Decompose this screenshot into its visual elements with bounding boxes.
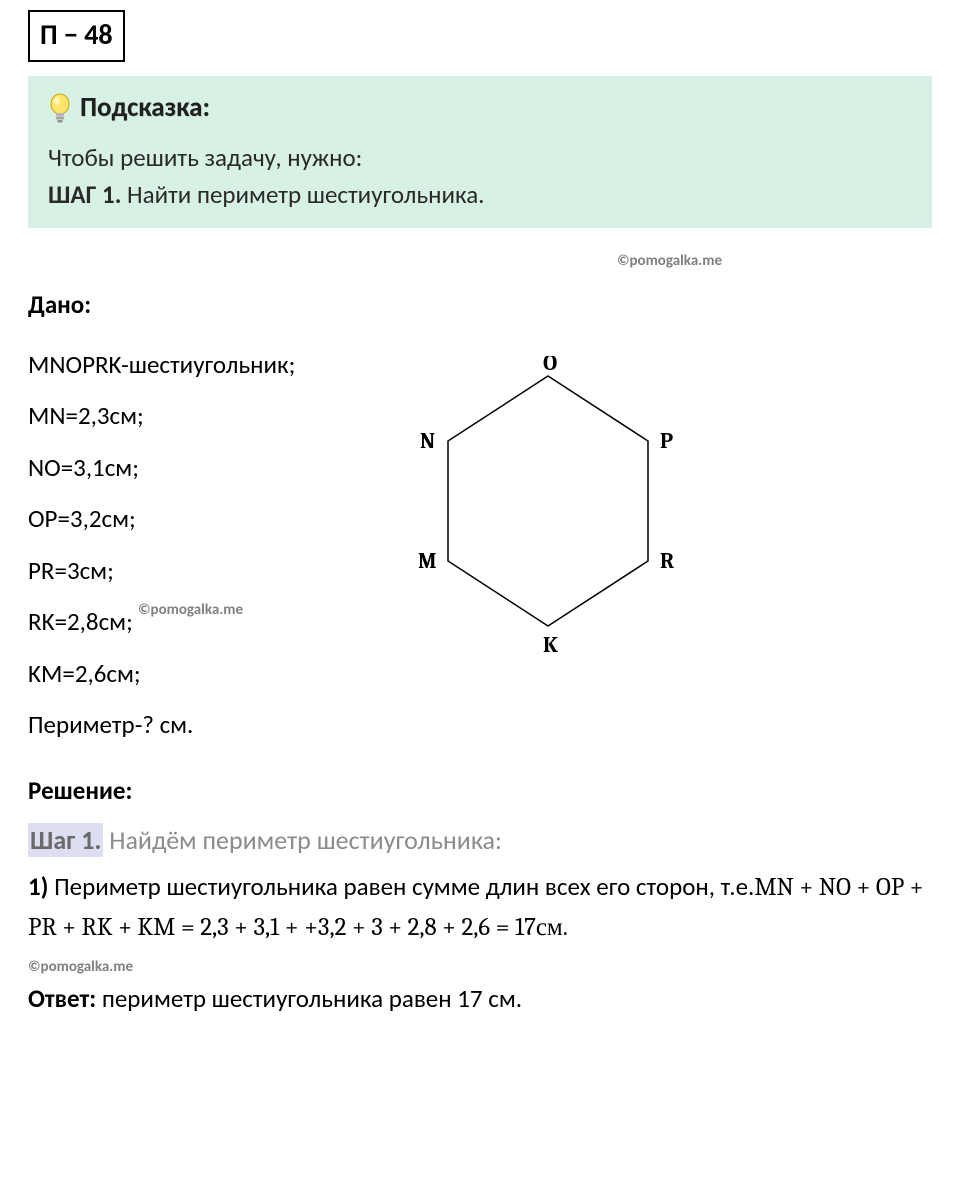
- svg-text:O: O: [543, 356, 557, 376]
- given-item-text: RK=2,8см;: [28, 606, 133, 637]
- answer-row: Ответ: периметр шестиугольника равен 17 …: [28, 980, 932, 1018]
- svg-text:R: R: [660, 548, 674, 574]
- lightbulb-icon: [48, 92, 72, 124]
- hint-step-text: Найти периметр шестиугольника.: [127, 179, 484, 210]
- hint-box: Подсказка: Чтобы решить задачу, нужно: Ш…: [28, 76, 932, 228]
- solution-step-row: Шаг 1. Найдём периметр шестиугольника:: [28, 821, 932, 860]
- hint-step-label: ШАГ 1.: [48, 179, 121, 210]
- solution-item-number: 1): [28, 871, 48, 902]
- solution-text-prefix: Периметр шестиугольника равен сумме длин…: [54, 871, 754, 902]
- solution-label: Решение:: [28, 772, 932, 810]
- solution-step-badge: Шаг 1.: [28, 823, 103, 857]
- given-item: RK=2,8см; ©pomogalka.me: [28, 603, 328, 641]
- svg-text:M: M: [418, 548, 437, 574]
- hint-step: ШАГ 1. Найти периметр шестиугольника.: [48, 176, 912, 214]
- given-item: OP=3,2см;: [28, 500, 328, 538]
- given-item: KM=2,6см;: [28, 655, 328, 693]
- given-label: Дано:: [28, 286, 932, 324]
- watermark-top: ©pomogalka.me: [28, 250, 932, 273]
- given-item: NO=3,1см;: [28, 449, 328, 487]
- solution-body: 1) Периметр шестиугольника равен сумме д…: [28, 868, 932, 948]
- given-question: Периметр-? см.: [28, 706, 328, 744]
- solution-step-title: Найдём периметр шестиугольника:: [109, 824, 502, 856]
- given-and-diagram: MNOPRK-шестиугольник; MN=2,3см; NO=3,1см…: [28, 332, 932, 758]
- problem-number-box: П − 48: [28, 10, 125, 62]
- hint-intro: Чтобы решить задачу, нужно:: [48, 139, 912, 177]
- given-shape: MNOPRK-шестиугольник;: [28, 346, 328, 384]
- watermark-bottom: ©pomogalka.me: [28, 956, 932, 979]
- answer-label: Ответ:: [28, 983, 96, 1014]
- svg-text:N: N: [420, 428, 435, 454]
- hint-title-row: Подсказка:: [48, 88, 912, 129]
- hexagon-diagram: O P R K M N: [358, 356, 718, 666]
- given-item: PR=3см;: [28, 552, 328, 590]
- watermark-mid: ©pomogalka.me: [138, 599, 243, 622]
- hint-title: Подсказка:: [80, 88, 210, 129]
- svg-text:K: K: [543, 632, 558, 658]
- answer-text: периметр шестиугольника равен 17 см.: [102, 983, 522, 1014]
- problem-number-text: П − 48: [40, 17, 113, 52]
- given-item: MN=2,3см;: [28, 397, 328, 435]
- svg-text:P: P: [660, 428, 673, 454]
- hint-body: Чтобы решить задачу, нужно: ШАГ 1. Найти…: [48, 139, 912, 214]
- given-column: MNOPRK-шестиугольник; MN=2,3см; NO=3,1см…: [28, 332, 328, 758]
- diagram-column: O P R K M N: [358, 332, 932, 666]
